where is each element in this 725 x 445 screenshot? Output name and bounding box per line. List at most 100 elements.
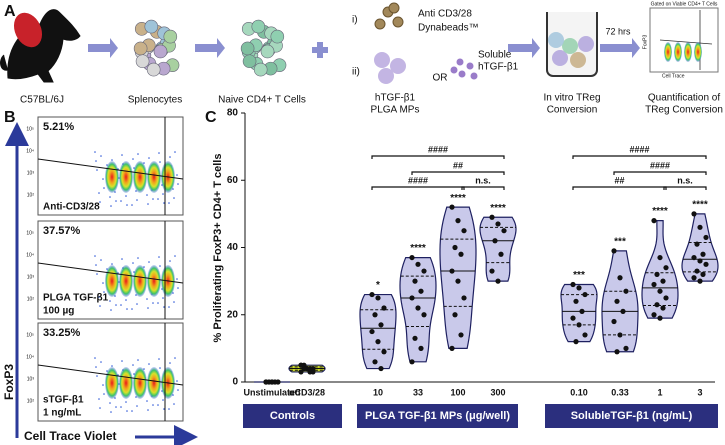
point xyxy=(691,211,697,217)
event xyxy=(158,358,160,360)
event xyxy=(99,201,101,203)
point xyxy=(582,332,588,338)
x-tick-label: Unstimulated xyxy=(243,387,300,397)
density xyxy=(147,367,161,399)
violin xyxy=(641,220,679,319)
event xyxy=(100,361,102,363)
point xyxy=(461,228,467,234)
gate xyxy=(37,262,184,284)
bracket-label: #### xyxy=(408,175,428,185)
point xyxy=(623,288,629,294)
tick-label: 10² xyxy=(27,296,35,302)
group-label: PLGA TGF-β1 MPs (μg/well) xyxy=(365,410,510,422)
point xyxy=(611,248,617,254)
cell xyxy=(270,29,285,44)
percent: 33.25% xyxy=(43,327,81,339)
event xyxy=(109,300,111,302)
x-tick-label: 1 xyxy=(657,387,662,397)
point xyxy=(263,379,269,385)
x-tick-label: 0.33 xyxy=(611,387,629,397)
point xyxy=(657,254,663,261)
density xyxy=(147,161,161,193)
panel-b: B FoxP3 Cell Trace Violet 10⁵ 10⁴ 10³ 10² 5.… xyxy=(2,109,198,445)
event xyxy=(168,202,170,204)
event xyxy=(168,306,170,308)
bead xyxy=(388,2,400,14)
label: TReg Conversion xyxy=(645,105,723,116)
event xyxy=(137,359,139,361)
event xyxy=(173,301,175,303)
panel-a: A C57BL/6J Splenocytes Naive CD4+ T Cell… xyxy=(0,1,723,116)
event xyxy=(99,305,101,307)
plus xyxy=(312,42,328,58)
event xyxy=(176,278,178,280)
event xyxy=(174,151,176,153)
event xyxy=(126,308,128,310)
bracket xyxy=(411,171,505,175)
event xyxy=(110,411,112,413)
event xyxy=(95,264,97,266)
bracket-label: ## xyxy=(614,175,624,185)
y-tick-label: 20 xyxy=(227,309,239,320)
condition: 1 ng/mL xyxy=(43,408,81,419)
point xyxy=(614,349,620,355)
event xyxy=(120,200,122,202)
point xyxy=(582,291,588,298)
cell xyxy=(552,50,568,66)
event xyxy=(152,302,154,304)
event xyxy=(94,151,96,153)
cell xyxy=(153,44,168,59)
label: Dynabeads™ xyxy=(418,23,479,34)
microparticle xyxy=(374,52,390,68)
point xyxy=(421,312,427,318)
event xyxy=(115,200,117,202)
violin xyxy=(439,206,477,349)
point xyxy=(375,339,381,345)
cell xyxy=(260,44,275,59)
event xyxy=(131,308,133,310)
event xyxy=(99,407,101,409)
event xyxy=(163,306,165,308)
mini-blob xyxy=(694,42,702,62)
event xyxy=(146,194,148,196)
point xyxy=(458,251,464,257)
event xyxy=(111,263,113,265)
significance: **** xyxy=(692,200,708,211)
bead xyxy=(374,18,386,30)
y-tick-label: 40 xyxy=(227,242,239,253)
event xyxy=(115,304,117,306)
event xyxy=(131,410,133,412)
point xyxy=(455,218,461,224)
event xyxy=(162,193,164,195)
tick-label: 10⁴ xyxy=(26,252,34,258)
group-label: Controls xyxy=(270,410,315,422)
label: ii) xyxy=(352,67,360,78)
event xyxy=(100,259,102,261)
label: Soluble xyxy=(478,50,512,61)
event xyxy=(98,296,100,298)
event xyxy=(121,154,123,156)
density xyxy=(133,265,147,297)
bracket xyxy=(572,186,667,190)
bracket-label: #### xyxy=(650,160,670,170)
point xyxy=(573,339,579,345)
event xyxy=(94,357,96,359)
axis-label: Cell Trace Violet xyxy=(24,429,117,443)
tick-label: 10⁴ xyxy=(26,354,34,360)
condition: Anti-CD3/28 xyxy=(43,202,100,213)
panel-c: C % Proliferating FoxP3+ CD4+ T cells 0 2… xyxy=(205,108,719,428)
event xyxy=(111,365,113,367)
cell xyxy=(578,36,594,52)
event xyxy=(120,406,122,408)
microparticle xyxy=(390,58,406,74)
density xyxy=(147,265,161,297)
group-box xyxy=(357,404,518,428)
tick-label: 10² xyxy=(27,398,35,404)
point xyxy=(623,345,629,351)
cell xyxy=(163,29,178,44)
y-axis-label: % Proliferating FoxP3+ CD4+ T cells xyxy=(212,154,224,343)
event xyxy=(100,155,102,157)
point xyxy=(449,268,455,274)
event xyxy=(125,401,127,403)
